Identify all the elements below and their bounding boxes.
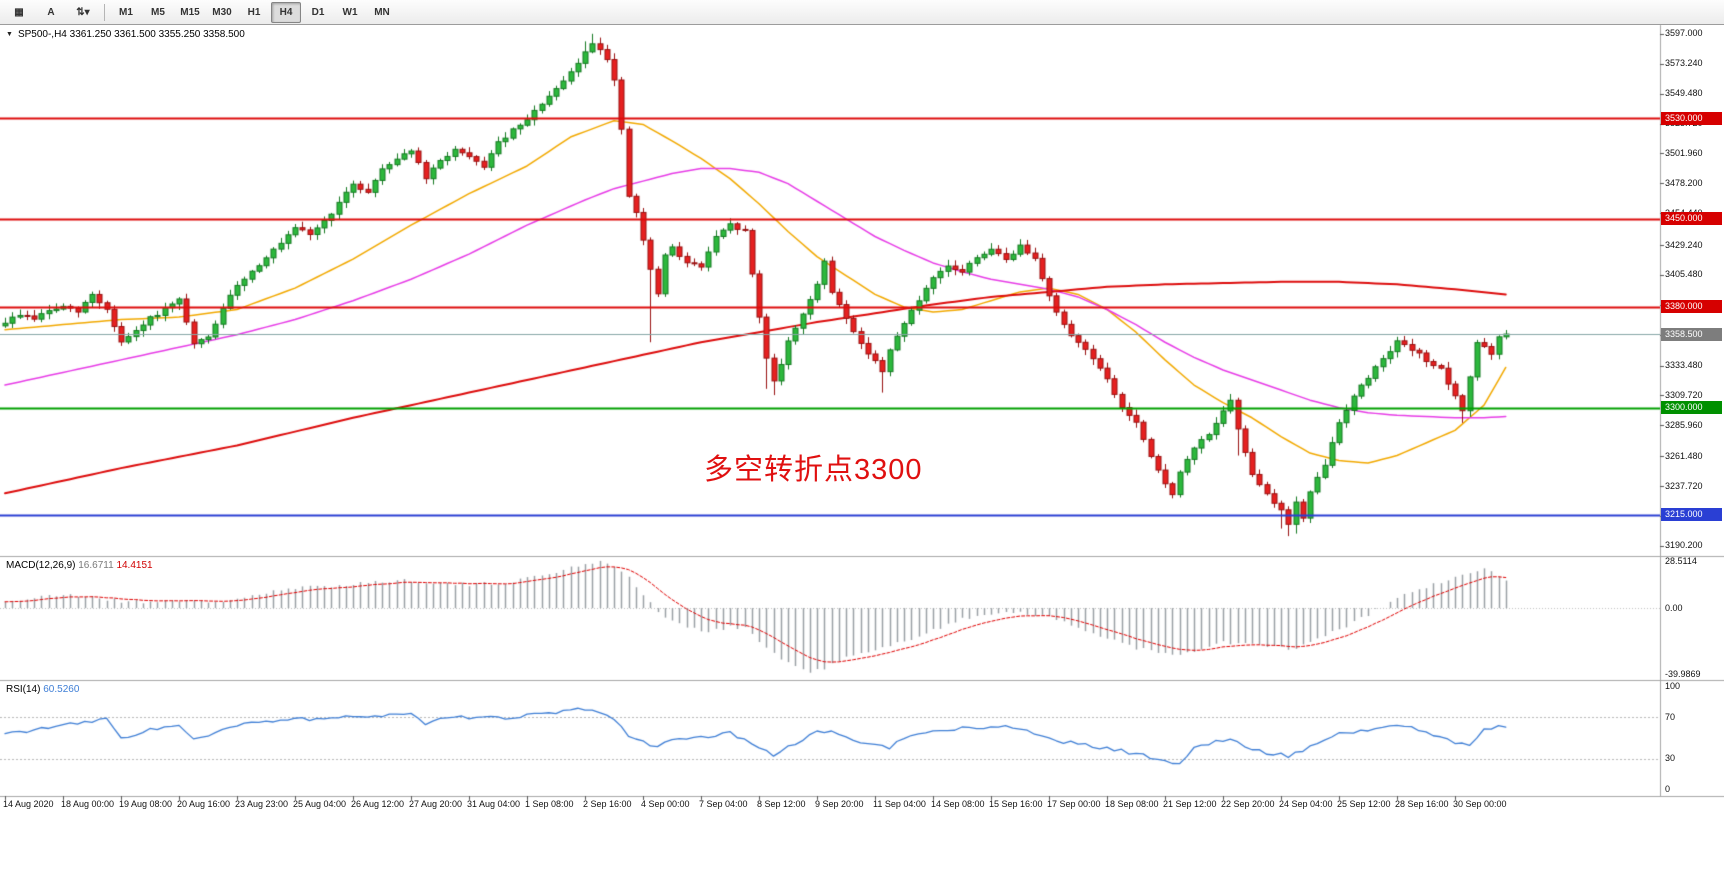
price-axis-label: 3501.960 [1665, 147, 1703, 158]
toolbar: ▦ A ⇅▾ M1 M5 M15 M30 H1 H4 D1 W1 MN [0, 0, 1724, 25]
rsi-axis-label: 0 [1665, 784, 1671, 795]
date-axis-label: 18 Sep 08:00 [1105, 799, 1159, 809]
price-axis-label: 3190.200 [1665, 540, 1703, 551]
timeframe-button-w1[interactable]: W1 [342, 6, 358, 18]
rsi-axis-label: 100 [1665, 680, 1681, 691]
timeframe-button-d1[interactable]: D1 [311, 6, 325, 18]
timeframe-button-h4[interactable]: H4 [271, 1, 301, 23]
date-axis-label: 23 Aug 23:00 [235, 799, 289, 809]
rsi-value: 60.5260 [43, 684, 80, 695]
date-axis-label: 9 Sep 20:00 [815, 799, 864, 809]
macd-header: MACD(12,26,9) 16.6711 14.4151 [6, 560, 153, 571]
symbol-dropdown-icon[interactable]: ▼ [6, 31, 13, 38]
rsi-header: RSI(14) 60.5260 [6, 684, 79, 695]
rsi-axis-label: 70 [1665, 711, 1676, 722]
chart-windows-icon[interactable]: ▦ [14, 6, 24, 18]
date-axis-label: 2 Sep 16:00 [583, 799, 632, 809]
date-axis-label: 21 Sep 12:00 [1163, 799, 1217, 809]
date-axis-label: 14 Sep 08:00 [931, 799, 985, 809]
price-axis-label: 3549.480 [1665, 88, 1703, 99]
date-axis-label: 19 Aug 08:00 [119, 799, 173, 809]
price-axis-label: 3237.720 [1665, 480, 1703, 491]
rsi-axis-label: 30 [1665, 753, 1676, 764]
price-badge-3380.000: 3380.000 [1661, 300, 1722, 314]
timeframe-button-m15[interactable]: M15 [180, 6, 200, 18]
timeframe-button-h1[interactable]: H1 [247, 6, 261, 18]
price-axis-label: 3261.480 [1665, 450, 1703, 461]
price-badge-3300.000: 3300.000 [1661, 401, 1722, 415]
macd-axis-label: -39.9869 [1665, 668, 1701, 679]
price-axis-label: 3597.000 [1665, 28, 1703, 39]
macd-axis-label: 0.00 [1665, 602, 1683, 613]
symbol-ohlc-title: SP500-,H4 3361.250 3361.500 3355.250 335… [17, 29, 245, 40]
timeframe-button-m30[interactable]: M30 [212, 6, 232, 18]
date-axis-label: 28 Sep 16:00 [1395, 799, 1449, 809]
timeframe-button-m5[interactable]: M5 [151, 6, 165, 18]
arrow-tools-dropdown[interactable]: ⇅▾ [76, 6, 90, 18]
price-badge-3450.000: 3450.000 [1661, 212, 1722, 226]
macd-axis-label: 28.5114 [1665, 555, 1697, 566]
chart-title: ▼ SP500-,H4 3361.250 3361.500 3355.250 3… [6, 29, 245, 40]
macd-signal-value: 14.4151 [116, 560, 153, 571]
price-axis-label: 3285.960 [1665, 419, 1703, 430]
date-axis-label: 24 Sep 04:00 [1279, 799, 1333, 809]
price-axis-label: 3309.720 [1665, 389, 1703, 400]
date-axis-label: 14 Aug 2020 [3, 799, 54, 809]
price-axis-label: 3573.240 [1665, 58, 1703, 69]
date-axis-label: 1 Sep 08:00 [525, 799, 574, 809]
date-axis-label: 30 Sep 00:00 [1453, 799, 1507, 809]
date-axis-label: 7 Sep 04:00 [699, 799, 748, 809]
date-axis-label: 27 Aug 20:00 [409, 799, 463, 809]
date-axis-label: 17 Sep 00:00 [1047, 799, 1101, 809]
timeframe-button-mn[interactable]: MN [374, 6, 390, 18]
date-axis-label: 22 Sep 20:00 [1221, 799, 1275, 809]
date-axis-label: 15 Sep 16:00 [989, 799, 1043, 809]
price-badge-3530.000: 3530.000 [1661, 111, 1722, 125]
date-axis-label: 8 Sep 12:00 [757, 799, 806, 809]
macd-value: 16.6711 [78, 560, 114, 571]
rsi-label: RSI(14) [6, 684, 41, 695]
date-axis-label: 25 Aug 04:00 [293, 799, 347, 809]
price-axis-label: 3478.200 [1665, 177, 1703, 188]
price-axis-label: 3405.480 [1665, 269, 1703, 280]
timeframe-button-m1[interactable]: M1 [119, 6, 133, 18]
date-axis-label: 11 Sep 04:00 [873, 799, 926, 809]
date-axis-label: 4 Sep 00:00 [641, 799, 690, 809]
date-axis-label: 31 Aug 04:00 [467, 799, 521, 809]
date-axis-label: 18 Aug 00:00 [61, 799, 115, 809]
date-axis-label: 20 Aug 16:00 [177, 799, 231, 809]
chart-annotation-text[interactable]: 多空转折点3300 [704, 454, 923, 486]
price-badge-3358.500: 3358.500 [1661, 327, 1722, 341]
text-annotation-tool[interactable]: A [47, 6, 55, 18]
date-axis-label: 25 Sep 12:00 [1337, 799, 1391, 809]
macd-label: MACD(12,26,9) [6, 560, 76, 571]
price-badge-3215.000: 3215.000 [1661, 508, 1722, 522]
date-axis-label: 26 Aug 12:00 [351, 799, 405, 809]
toolbar-separator [104, 3, 105, 21]
price-axis-label: 3429.240 [1665, 239, 1703, 250]
price-axis-label: 3333.480 [1665, 360, 1703, 371]
